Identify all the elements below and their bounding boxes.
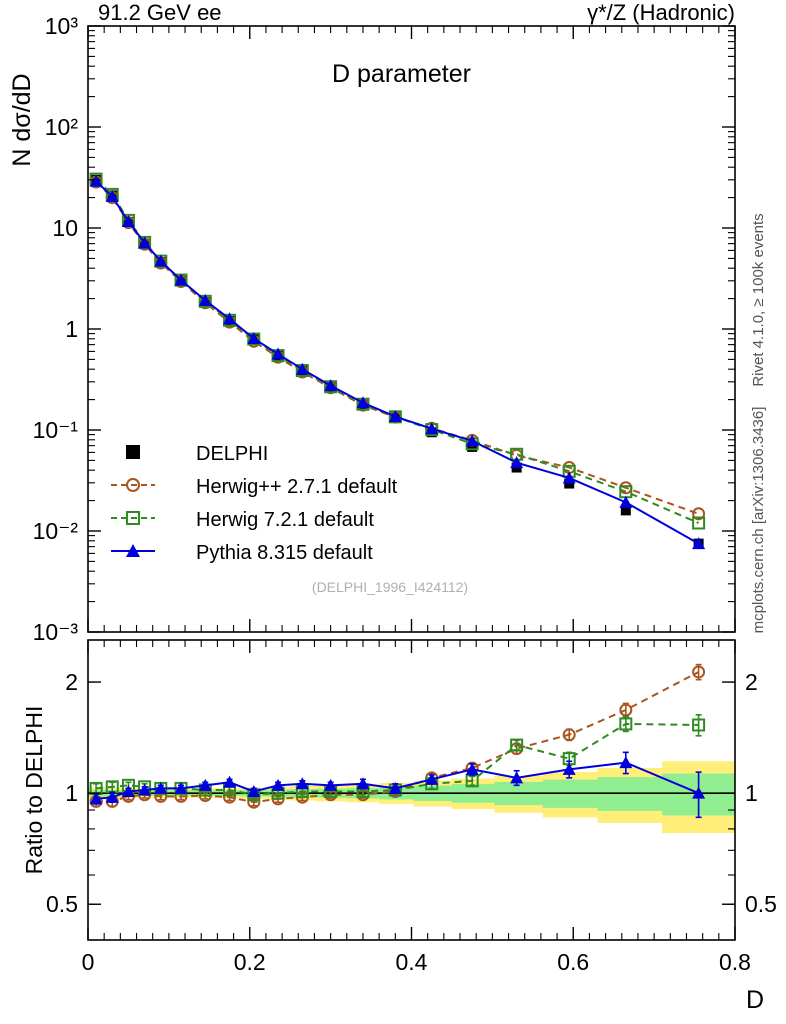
y-tick-label: 10 <box>52 215 78 241</box>
legend-entry-2[interactable]: Herwig 7.2.1 default <box>111 509 374 531</box>
legend-entry-3[interactable]: Pythia 8.315 default <box>111 542 373 564</box>
header-right: γ*/Z (Hadronic) <box>587 0 735 25</box>
y-tick-label: 10⁻³ <box>33 619 79 645</box>
y-tick-label: 10² <box>45 114 79 140</box>
legend-entry-0[interactable]: DELPHI <box>126 443 268 465</box>
y-tick-label: 1 <box>65 316 78 342</box>
sidenote-mcplots: mcplots.cern.ch [arXiv:1306.3436] <box>750 407 767 634</box>
header-left: 91.2 GeV ee <box>98 0 222 25</box>
x-tick-label: 0.6 <box>557 949 589 975</box>
series-pythia <box>89 174 706 550</box>
ratio-series-pythia <box>89 751 706 819</box>
series-delphi <box>91 174 704 549</box>
x-tick-label: 0.8 <box>719 949 751 975</box>
y-tick-label: 10³ <box>45 13 79 39</box>
series-herwig <box>89 172 706 530</box>
analysis-watermark: (DELPHI_1996_I424112) <box>312 579 468 595</box>
legend-label: Herwig 7.2.1 default <box>196 509 374 531</box>
legend-entry-1[interactable]: Herwig++ 2.7.1 default <box>111 476 398 498</box>
series-herwig++ <box>89 175 706 521</box>
y-tick-label-right: 0.5 <box>745 891 777 917</box>
x-tick-label: 0 <box>82 949 95 975</box>
sidenote-rivet: Rivet 4.1.0, ≥ 100k events <box>750 213 767 386</box>
y-axis-label-ratio: Ratio to DELPHI <box>21 706 47 875</box>
y-tick-label: 10⁻² <box>33 518 79 544</box>
y-tick-label: 10⁻¹ <box>33 417 79 443</box>
legend-label: Pythia 8.315 default <box>196 542 373 564</box>
plot-title: D parameter <box>332 60 471 88</box>
x-axis-label: D <box>746 986 764 1014</box>
uncertainty-band-inner <box>88 773 735 816</box>
y-tick-label: 0.5 <box>46 891 78 917</box>
x-tick-label: 0.2 <box>234 949 266 975</box>
y-tick-label-right: 2 <box>745 669 758 695</box>
y-tick-label: 2 <box>65 669 78 695</box>
legend-label: Herwig++ 2.7.1 default <box>196 476 398 498</box>
main-panel-frame <box>87 25 736 633</box>
x-tick-label: 0.4 <box>396 949 428 975</box>
y-tick-label-right: 1 <box>745 780 758 806</box>
y-tick-label: 1 <box>65 780 78 806</box>
y-axis-label-main: N dσ/dD <box>8 73 36 166</box>
legend-label: DELPHI <box>196 443 268 465</box>
